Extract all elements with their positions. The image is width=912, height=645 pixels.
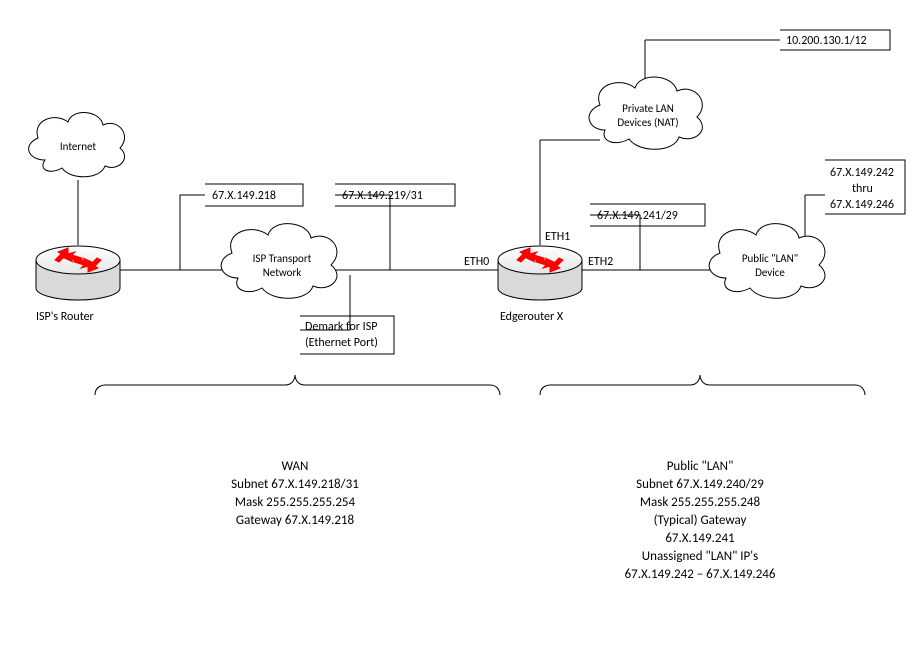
block-public: Public "LAN" Subnet 67.X.149.240/29 Mask… <box>625 459 776 582</box>
port-eth2: ETH2 <box>588 255 613 269</box>
network-diagram: Internet ISP Transport Network Private L… <box>0 0 912 645</box>
callout-edge-wan-text: 67.X.149.219/31 <box>342 189 423 203</box>
cloud-internet: Internet <box>29 113 125 177</box>
callout-demark-text-2: (Ethernet Port) <box>305 336 378 350</box>
port-eth0: ETH0 <box>464 255 489 269</box>
block-public-line-1: Subnet 67.X.149.240/29 <box>636 477 764 492</box>
block-wan: WAN Subnet 67.X.149.218/31 Mask 255.255.… <box>231 459 359 528</box>
callout-public-range-1: 67.X.149.242 <box>830 166 894 180</box>
router-isp: ISP's Router <box>36 246 120 324</box>
block-public-title: Public "LAN" <box>667 459 734 474</box>
callout-eth2-ip-text: 67.X.149.241/29 <box>597 209 678 223</box>
callout-public-range-3: 67.X.149.246 <box>830 198 894 212</box>
callout-demark-text-1: Demark for ISP <box>305 320 377 334</box>
brace-public <box>540 375 865 395</box>
router-edge: Edgerouter X <box>498 246 582 324</box>
router-edge-label: Edgerouter X <box>500 310 564 324</box>
block-public-line-4: 67.X.149.241 <box>665 531 734 546</box>
cloud-isp-transport: ISP Transport Network <box>221 224 337 299</box>
block-wan-title: WAN <box>282 459 309 474</box>
cloud-public-lan-label-2: Device <box>755 266 785 279</box>
callout-public-range-2: thru <box>852 182 873 196</box>
cloud-public-lan: Public "LAN" Device <box>709 224 825 299</box>
cloud-private-lan: Private LAN Devices (NAT) <box>589 77 702 149</box>
cloud-isp-transport-label-1: ISP Transport <box>253 252 312 265</box>
cloud-internet-label: Internet <box>60 140 97 153</box>
cloud-private-lan-label-1: Private LAN <box>622 102 674 115</box>
block-public-line-3: (Typical) Gateway <box>654 513 747 528</box>
block-public-line-5: Unassigned "LAN" IP's <box>642 549 758 564</box>
block-wan-line-2: Mask 255.255.255.254 <box>235 495 356 510</box>
callout-private-ip-text: 10.200.130.1/12 <box>786 34 867 48</box>
block-wan-line-1: Subnet 67.X.149.218/31 <box>231 477 359 492</box>
block-public-line-6: 67.X.149.242 – 67.X.149.246 <box>625 567 776 582</box>
brace-wan <box>95 375 500 395</box>
block-public-line-2: Mask 255.255.255.248 <box>640 495 761 510</box>
callout-isp-ip-text: 67.X.149.218 <box>212 189 276 203</box>
router-isp-label: ISP's Router <box>36 310 94 324</box>
port-eth1: ETH1 <box>545 230 570 244</box>
callout-isp-ip-line <box>180 195 205 270</box>
cloud-private-lan-label-2: Devices (NAT) <box>617 116 678 129</box>
cloud-public-lan-label-1: Public "LAN" <box>742 252 798 265</box>
block-wan-line-3: Gateway 67.X.149.218 <box>236 513 355 528</box>
cloud-isp-transport-label-2: Network <box>263 266 302 279</box>
